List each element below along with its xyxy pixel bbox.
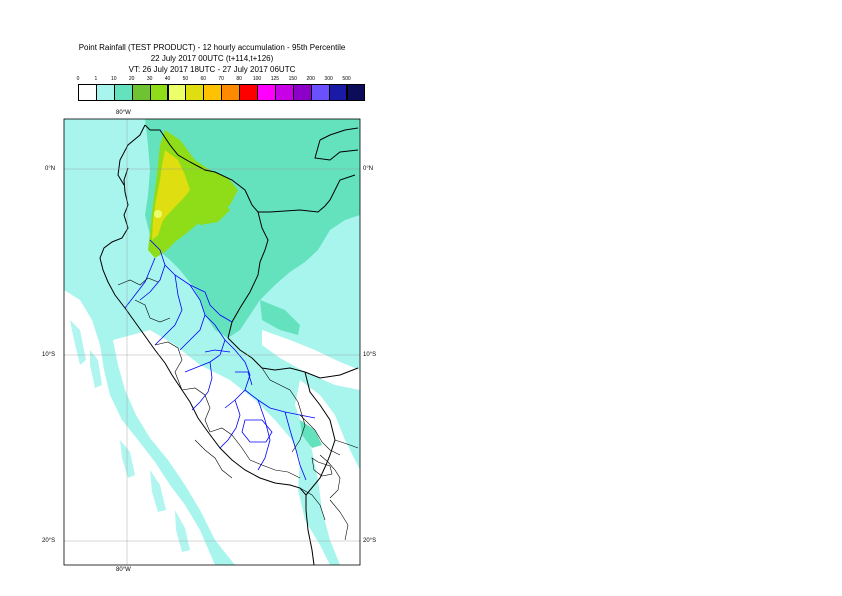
lon-label-bottom: 80°W — [116, 567, 131, 573]
legend-threshold-label: 300 — [324, 76, 333, 82]
legend-threshold-label: 0 — [76, 76, 80, 82]
legend-threshold-label: 500 — [342, 76, 351, 82]
dry-area-east2 — [262, 330, 360, 390]
legend-threshold-label: 70 — [218, 76, 224, 82]
legend-threshold-label: 60 — [200, 76, 207, 82]
forecast-run-time: 22 July 2017 00UTC (t+114,t+126) — [150, 54, 274, 63]
graticule — [64, 119, 360, 565]
ocean-rain-streaks — [70, 320, 190, 552]
dry-area — [64, 290, 215, 565]
legend-threshold-label: 20 — [128, 76, 135, 82]
map-title: Point Rainfall (TEST PRODUCT) - 12 hourl… — [78, 43, 346, 52]
legend-threshold-label: 30 — [146, 76, 153, 82]
validity-time: VT: 26 July 2017 18UTC - 27 July 2017 06… — [128, 65, 296, 74]
coastline — [99, 167, 315, 565]
lat-label-left-20: 20°S — [42, 538, 56, 544]
legend-color-box — [346, 84, 366, 101]
legend-threshold-label: 125 — [270, 76, 280, 82]
legend-threshold-label: 100 — [252, 76, 262, 82]
legend-threshold-label: 1 — [94, 76, 98, 82]
province-borders — [117, 277, 359, 541]
lon-label-top: 80°W — [116, 110, 131, 116]
legend-threshold-label: 10 — [111, 76, 117, 82]
map-frame — [63, 118, 361, 566]
lat-label-left-10: 10°S — [42, 352, 56, 358]
legend-threshold-label: 150 — [288, 76, 297, 82]
dry-area-land — [113, 330, 330, 565]
lat-label-right-10: 10°S — [363, 352, 377, 358]
lat-label-right-20: 20°S — [363, 538, 377, 544]
lat-label-right-0: 0°N — [363, 166, 374, 172]
heavy-rain-patch — [192, 195, 230, 225]
legend-threshold-label: 40 — [164, 76, 171, 82]
department-borders — [124, 239, 316, 481]
lat-label-left-0: 0°N — [45, 166, 56, 172]
heavy-rain-peak — [154, 210, 162, 218]
legend-threshold-label: 200 — [306, 76, 315, 82]
moderate-rain-east-streaks — [260, 300, 322, 448]
legend-threshold-label: 50 — [182, 76, 189, 82]
legend-threshold-label: 80 — [236, 76, 242, 82]
rainfall-legend: 0 1 10 20 30 40 50 60 70 80 100 125 150 200 300 500 — [76, 76, 366, 102]
heavy-rain-core — [152, 150, 190, 240]
